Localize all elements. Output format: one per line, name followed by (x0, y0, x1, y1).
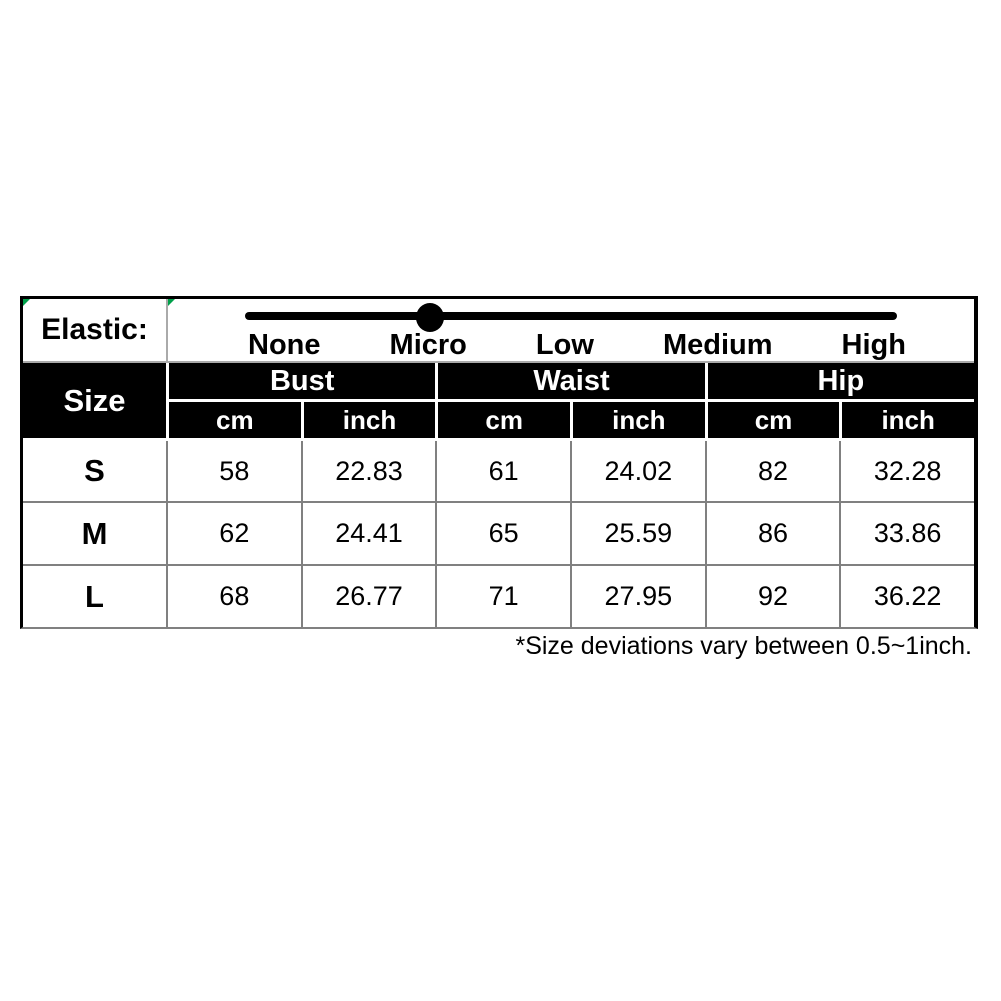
data-cell: 22.83 (302, 441, 436, 501)
group-header-waist: Waist (438, 363, 705, 399)
table-body: S 58 22.83 61 24.02 82 32.28 M 62 24.41 … (23, 441, 974, 627)
data-cell: 24.02 (572, 441, 705, 501)
elastic-scale-labels: None Micro Low Medium High (248, 329, 906, 361)
data-cell: 32.28 (841, 441, 974, 501)
data-cell: 33.86 (841, 503, 974, 564)
elastic-slider: None Micro Low Medium High (168, 299, 974, 361)
data-cell: 61 (437, 441, 570, 501)
data-cell: 82 (706, 441, 840, 501)
data-cell: 62 (168, 503, 301, 564)
row-label: M (23, 503, 166, 564)
data-cell: 58 (168, 441, 301, 501)
data-cell: 86 (706, 503, 840, 564)
elastic-level-high: High (841, 328, 906, 361)
comment-marker-icon (168, 299, 175, 306)
unit-header-hip-cm: cm (707, 402, 840, 438)
data-cell: 25.59 (572, 503, 705, 564)
elastic-label-cell: Elastic: (23, 299, 168, 361)
elastic-level-medium: Medium (662, 328, 773, 361)
group-header-bust: Bust (169, 363, 436, 399)
unit-header-bust-cm: cm (169, 402, 301, 438)
slider-thumb-icon[interactable] (416, 303, 444, 332)
data-cell: 68 (168, 566, 301, 627)
size-header-cell: Size (23, 363, 166, 438)
unit-header-waist-inch: inch (573, 402, 705, 438)
table-header: Size Bust Waist Hip cm inch cm inch cm i… (23, 363, 974, 438)
elastic-level-low: Low (535, 328, 594, 361)
data-cell: 65 (437, 503, 570, 564)
group-header-hip: Hip (707, 363, 974, 399)
size-deviation-note: *Size deviations vary between 0.5~1inch. (515, 632, 972, 660)
slider-track[interactable] (245, 312, 897, 320)
data-cell: 26.77 (302, 566, 436, 627)
elastic-level-none: None (248, 328, 321, 361)
row-label: L (23, 566, 166, 627)
comment-marker-icon (23, 299, 30, 306)
data-cell: 27.95 (572, 566, 705, 627)
data-cell: 36.22 (841, 566, 974, 627)
size-chart-table: Elastic: None Micro Low Medium High Size… (20, 296, 978, 629)
elastic-label: Elastic: (41, 313, 148, 346)
data-cell: 24.41 (302, 503, 436, 564)
data-cell: 92 (706, 566, 840, 627)
elastic-level-micro: Micro (389, 328, 467, 361)
unit-header-bust-inch: inch (303, 402, 436, 438)
data-cell: 71 (437, 566, 570, 627)
unit-header-hip-inch: inch (842, 402, 974, 438)
elastic-row: Elastic: None Micro Low Medium High (23, 299, 974, 363)
unit-header-waist-cm: cm (438, 402, 570, 438)
row-label: S (23, 441, 166, 501)
